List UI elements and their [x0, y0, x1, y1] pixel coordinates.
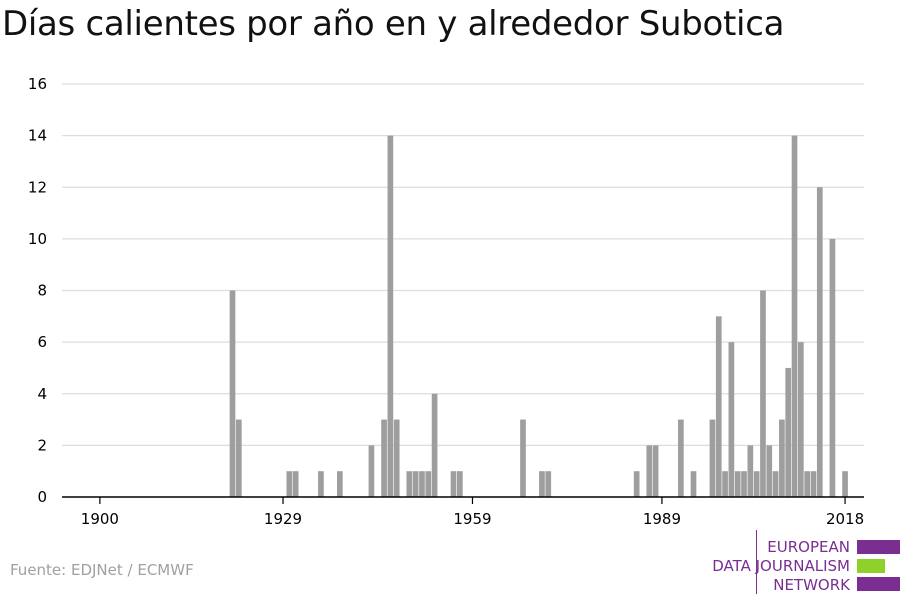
x-tick-label: 1959 — [453, 510, 491, 528]
bar — [760, 290, 766, 497]
bar — [753, 471, 760, 497]
y-tick-label: 4 — [37, 385, 47, 403]
bar — [337, 471, 343, 497]
logo-bar-purple-top — [857, 540, 900, 554]
grid-lines — [62, 83, 864, 446]
bar — [425, 471, 432, 497]
x-tick-label: 2018 — [826, 510, 864, 528]
y-tick-label: 2 — [37, 436, 47, 454]
bar — [829, 238, 836, 497]
bar — [722, 471, 728, 497]
x-axis — [62, 496, 864, 504]
bar — [690, 471, 697, 497]
chart-title: Días calientes por año en y alrededor Su… — [2, 4, 785, 44]
y-tick-label: 10 — [28, 230, 47, 248]
bar — [678, 419, 684, 497]
x-tick-label: 1929 — [264, 510, 302, 528]
bar — [229, 290, 236, 497]
source-note: Fuente: EDJNet / ECMWF — [10, 561, 194, 579]
bar — [791, 135, 798, 497]
logo-line-european: EUROPEAN — [767, 538, 850, 556]
bars — [229, 135, 848, 497]
bar — [804, 471, 811, 497]
bar — [785, 367, 792, 497]
y-tick-label: 8 — [37, 282, 47, 300]
bar — [406, 471, 413, 497]
bar — [318, 471, 324, 497]
bar — [734, 471, 741, 497]
bar — [292, 471, 299, 497]
y-axis-tick-labels: 0 2 4 6 8 10 12 14 16 — [28, 75, 47, 506]
bar — [810, 471, 817, 497]
bar — [772, 471, 779, 497]
x-axis-tick-labels: 1900 1929 1959 1989 2018 — [81, 510, 864, 528]
bar — [798, 342, 804, 497]
bar — [646, 445, 653, 497]
edjnet-logo: EUROPEAN DATA JOURNALISM NETWORK — [700, 530, 900, 594]
bar — [393, 419, 400, 497]
y-tick-label: 12 — [28, 178, 47, 196]
bar — [816, 187, 823, 497]
bar — [235, 419, 242, 497]
y-tick-label: 0 — [37, 488, 47, 506]
logo-divider — [756, 530, 757, 594]
bar — [419, 471, 425, 497]
bar — [779, 419, 785, 497]
bar — [747, 445, 754, 497]
bar — [387, 135, 394, 497]
bar — [431, 393, 438, 497]
bar — [715, 316, 722, 497]
bar — [633, 471, 640, 497]
bar — [728, 342, 735, 497]
bar — [539, 471, 545, 497]
logo-text: EUROPEAN DATA JOURNALISM NETWORK — [712, 538, 850, 595]
logo-bar-purple-bottom — [857, 577, 900, 591]
bar — [450, 471, 457, 497]
bar — [457, 471, 463, 497]
x-tick-label: 1989 — [643, 510, 681, 528]
y-tick-label: 14 — [28, 127, 47, 145]
logo-bar-green — [857, 559, 885, 573]
bar — [381, 419, 387, 497]
logo-line-data-journalism: DATA JOURNALISM — [712, 557, 850, 575]
bar — [842, 471, 848, 497]
bar — [741, 471, 747, 497]
bar — [545, 471, 552, 497]
bar — [652, 445, 659, 497]
y-tick-label: 16 — [28, 75, 47, 93]
bar — [520, 419, 526, 497]
bar — [709, 419, 716, 497]
bar — [286, 471, 293, 497]
bar — [766, 445, 773, 497]
bar — [368, 445, 375, 497]
y-tick-label: 6 — [37, 333, 47, 351]
logo-line-network: NETWORK — [773, 576, 850, 594]
bar — [412, 471, 419, 497]
x-tick-label: 1900 — [81, 510, 119, 528]
